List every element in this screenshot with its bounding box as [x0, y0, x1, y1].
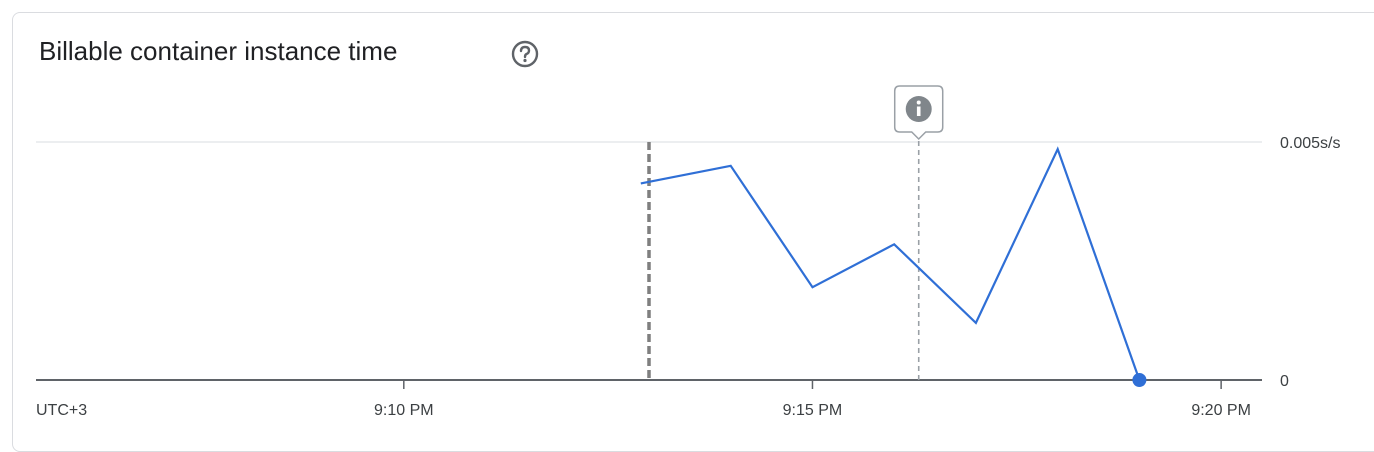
chart-plot: 0 0.005s/s 9:10 PM 9:15 PM 9:20 PM UTC+3 — [36, 85, 1340, 419]
x-tick-label: 9:20 PM — [1191, 402, 1251, 419]
y-tick-label: 0.005s/s — [1280, 135, 1340, 152]
x-tick-label: 9:10 PM — [374, 402, 434, 419]
data-point — [637, 179, 645, 187]
data-point — [727, 162, 735, 170]
info-icon[interactable] — [893, 85, 944, 141]
series-line — [640, 146, 1141, 381]
data-point — [808, 283, 816, 291]
help-circle-icon[interactable] — [509, 38, 541, 70]
data-point — [890, 240, 898, 248]
y-tick-label: 0 — [1280, 373, 1289, 390]
data-point — [972, 319, 980, 327]
chart-card — [12, 12, 1374, 452]
data-point — [1054, 145, 1062, 153]
card-title: Billable container instance time — [39, 36, 398, 66]
x-tick-label: 9:15 PM — [783, 402, 843, 419]
timezone-label: UTC+3 — [36, 402, 87, 419]
latest-data-point — [1132, 373, 1147, 387]
